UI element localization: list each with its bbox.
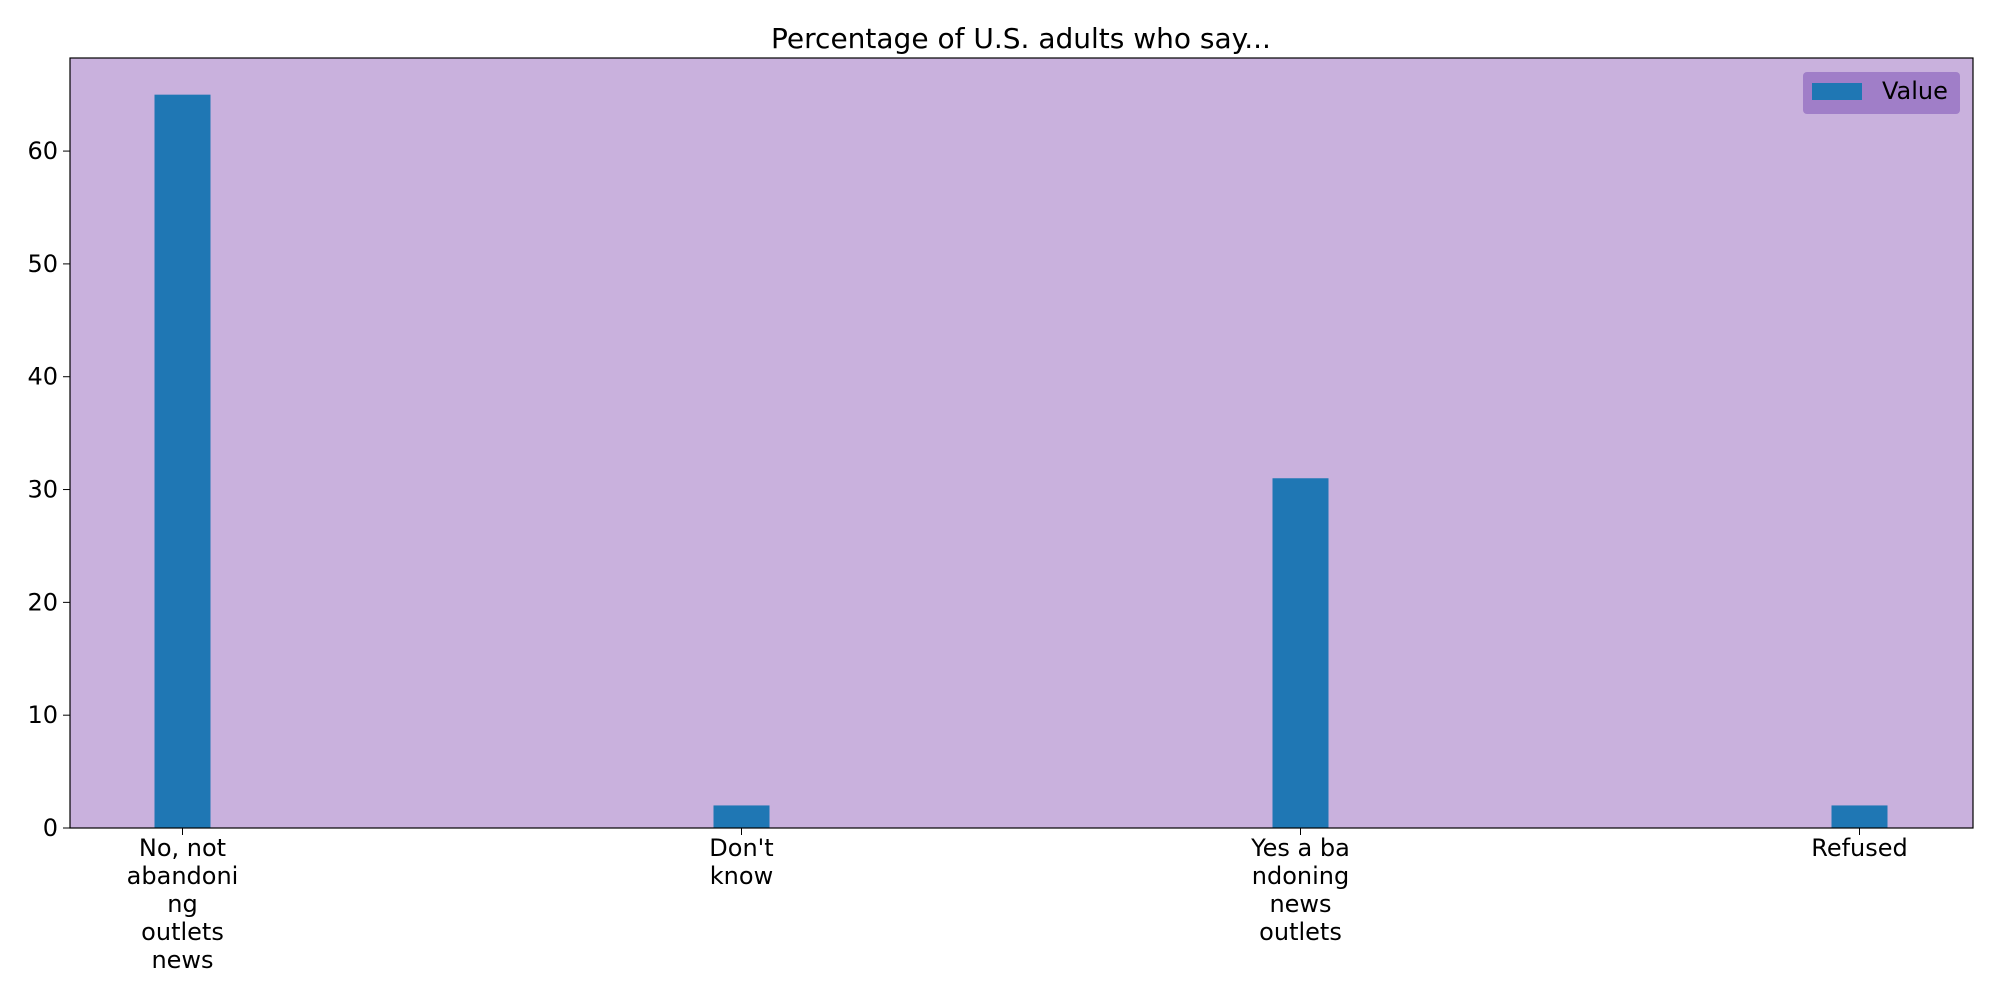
x-tick-label: No, not abandoni ng outlets news <box>127 834 239 974</box>
bar <box>1831 805 1888 828</box>
x-tick-label-line: Refused <box>1811 834 1908 862</box>
y-tick-label: 20 <box>27 588 58 616</box>
x-tick-label: Refused <box>1811 834 1908 862</box>
y-tick-label: 10 <box>27 701 58 729</box>
x-tick-label-line: news <box>1269 890 1331 918</box>
x-tick-label-line: outlets <box>141 918 224 946</box>
legend-label: Value <box>1882 77 1948 105</box>
x-tick-label-line: news <box>151 946 213 974</box>
x-tick-label: Don't know <box>709 834 773 890</box>
x-tick-label-line: know <box>710 862 773 890</box>
y-tick-label: 0 <box>43 814 58 842</box>
legend-swatch <box>1812 83 1862 100</box>
plot-frame <box>69 57 1974 829</box>
x-tick-label-line: No, not <box>139 834 226 862</box>
legend: Value <box>1803 72 1960 114</box>
y-tick-label: 30 <box>27 476 58 504</box>
y-tick-label: 50 <box>27 250 58 278</box>
bar <box>1272 478 1329 828</box>
x-tick-label-line: Don't <box>709 834 773 862</box>
x-tick-label-line: outlets <box>1259 918 1342 946</box>
bar <box>713 805 770 828</box>
plot-area <box>70 58 1973 828</box>
y-tick-label: 60 <box>27 137 58 165</box>
x-tick-label-line: ndoning <box>1252 862 1349 890</box>
chart-title: Percentage of U.S. adults who say... <box>771 22 1271 55</box>
legend-box <box>1803 72 1960 114</box>
x-tick-label-line: Yes a ba <box>1250 834 1350 862</box>
y-tick-label: 40 <box>27 363 58 391</box>
x-tick-label-line: abandoni <box>127 862 239 890</box>
bar <box>154 94 211 828</box>
x-tick-label-line: ng <box>167 890 197 918</box>
x-tick-label: Yes a ba ndoning news outlets <box>1250 834 1350 946</box>
